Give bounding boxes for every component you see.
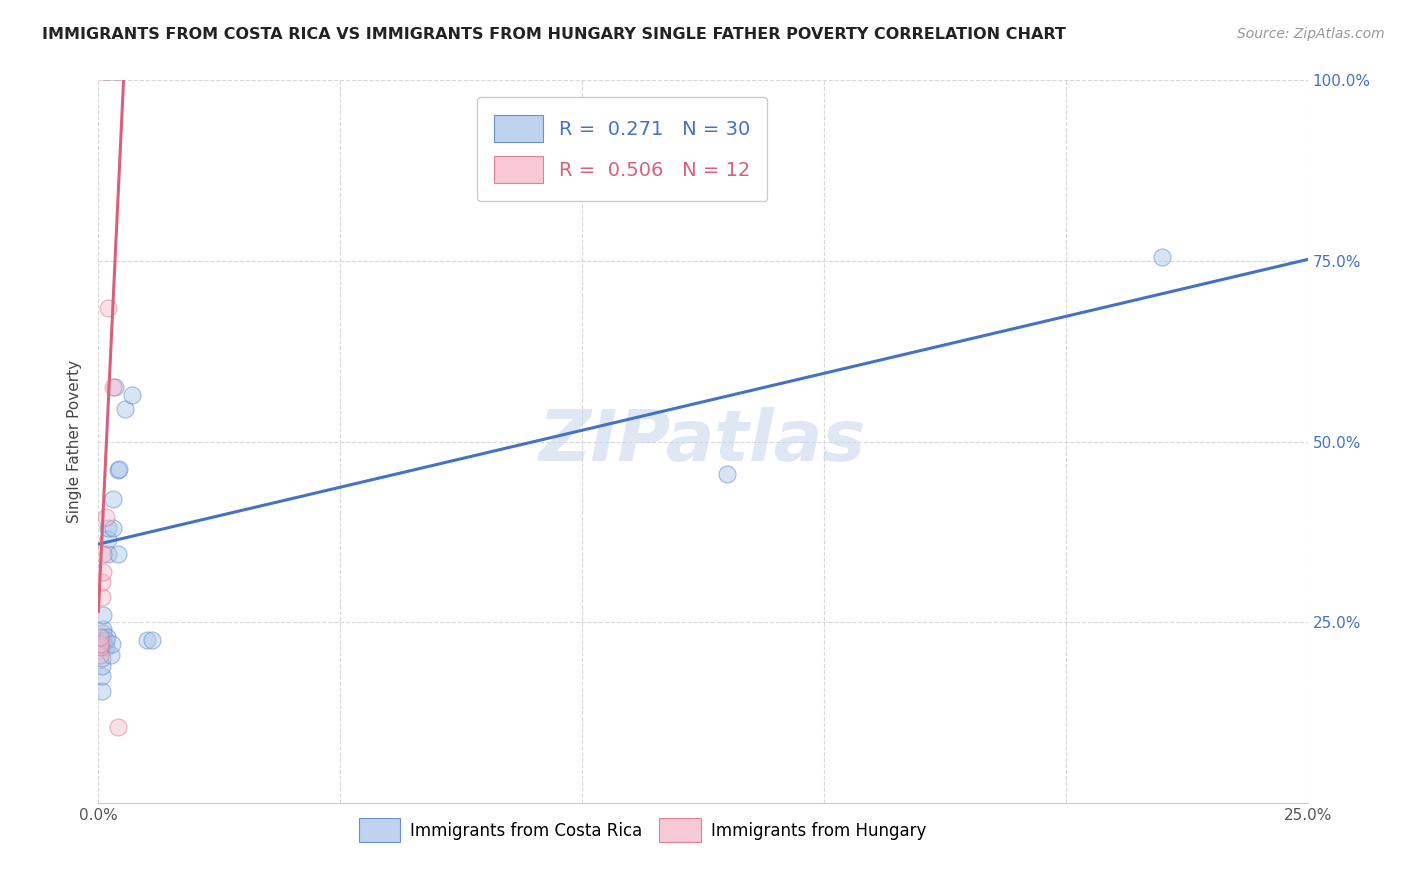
Point xyxy=(97,547,120,561)
Point xyxy=(100,648,122,662)
Y-axis label: Single Father Poverty: Single Father Poverty xyxy=(67,360,83,523)
Point xyxy=(101,380,124,394)
Point xyxy=(94,510,117,524)
Point xyxy=(107,720,129,734)
Point xyxy=(91,626,114,640)
Point xyxy=(114,402,136,417)
Point xyxy=(91,623,114,637)
Point xyxy=(101,521,124,535)
Point xyxy=(97,532,120,546)
Point xyxy=(89,630,111,644)
Point xyxy=(91,547,114,561)
Point xyxy=(107,462,129,476)
Point xyxy=(104,380,127,394)
Point xyxy=(91,630,114,644)
Point xyxy=(89,640,111,655)
Point xyxy=(97,521,120,535)
Point xyxy=(91,575,114,590)
Point xyxy=(97,301,120,315)
Text: ZIPatlas: ZIPatlas xyxy=(540,407,866,476)
Point xyxy=(91,565,114,579)
Point xyxy=(135,633,157,648)
Point xyxy=(96,630,118,644)
Text: IMMIGRANTS FROM COSTA RICA VS IMMIGRANTS FROM HUNGARY SINGLE FATHER POVERTY CORR: IMMIGRANTS FROM COSTA RICA VS IMMIGRANTS… xyxy=(42,27,1066,42)
Point xyxy=(101,637,124,651)
Point xyxy=(716,467,738,481)
Point xyxy=(1152,250,1174,264)
Point xyxy=(91,658,114,673)
Point xyxy=(91,607,114,622)
Point xyxy=(91,651,114,665)
Point xyxy=(94,633,117,648)
Point xyxy=(94,640,117,655)
Point xyxy=(91,637,114,651)
Point xyxy=(91,669,114,683)
Point xyxy=(101,492,124,507)
Point xyxy=(91,590,114,604)
Point xyxy=(89,648,111,662)
Legend: Immigrants from Costa Rica, Immigrants from Hungary: Immigrants from Costa Rica, Immigrants f… xyxy=(352,812,934,848)
Point xyxy=(89,637,111,651)
Point xyxy=(107,463,129,477)
Point xyxy=(141,633,163,648)
Text: Source: ZipAtlas.com: Source: ZipAtlas.com xyxy=(1237,27,1385,41)
Point xyxy=(91,683,114,698)
Point xyxy=(121,387,143,401)
Point xyxy=(91,640,114,655)
Point xyxy=(107,547,129,561)
